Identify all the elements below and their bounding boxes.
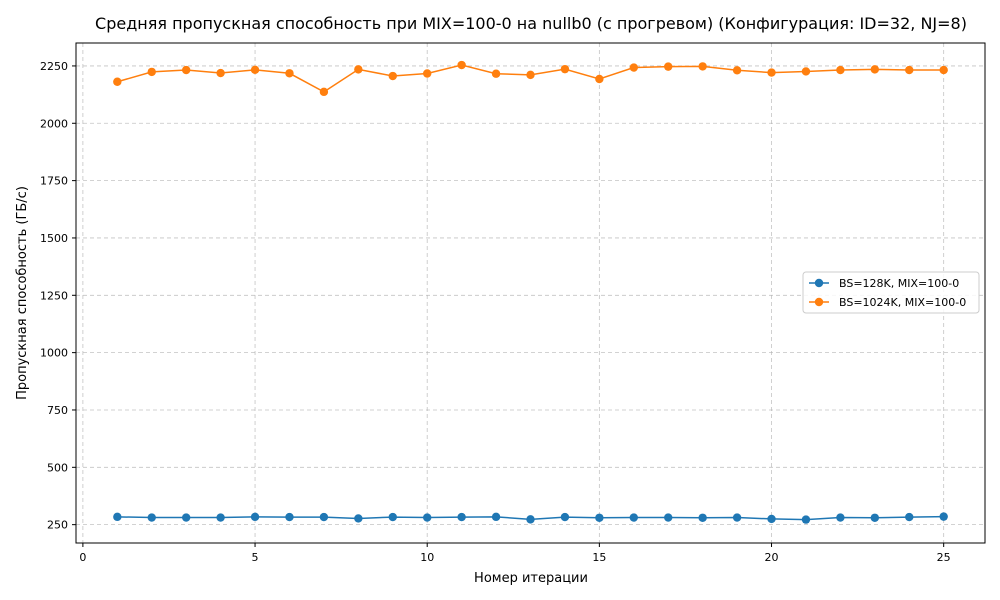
data-point (939, 65, 948, 75)
series-2 (113, 60, 948, 97)
data-point (285, 512, 294, 522)
legend-label: BS=1024K, MIX=100-0 (839, 296, 966, 309)
data-point (870, 513, 880, 522)
data-point (319, 87, 329, 97)
data-point (216, 68, 225, 78)
y-tick-label: 1500 (40, 232, 68, 245)
data-point (491, 69, 501, 78)
data-point (526, 70, 535, 80)
data-point (526, 515, 535, 524)
legend-item: BS=1024K, MIX=100-0 (809, 296, 966, 309)
data-point (836, 513, 845, 522)
x-tick-label: 15 (592, 551, 606, 564)
data-point (560, 64, 570, 74)
plot-frame (75, 42, 986, 544)
y-tick-label: 1750 (40, 175, 68, 188)
y-tick-label: 1250 (40, 289, 68, 302)
data-point (595, 74, 604, 84)
series-1 (113, 512, 948, 524)
legend-marker (814, 297, 824, 307)
data-point (423, 69, 432, 78)
data-point (664, 513, 673, 522)
data-point (698, 513, 707, 522)
data-point (801, 67, 811, 76)
data-point (732, 513, 742, 522)
data-point (836, 65, 845, 75)
data-point (388, 512, 397, 522)
y-tick-label: 500 (47, 461, 68, 474)
data-point (801, 515, 811, 524)
data-point (388, 71, 397, 81)
data-point (698, 62, 707, 71)
data-point (560, 512, 570, 522)
y-tick-label: 750 (47, 404, 68, 417)
data-point (147, 67, 156, 77)
y-tick-label: 2250 (40, 60, 68, 73)
data-point (629, 513, 638, 522)
data-point (664, 62, 673, 71)
data-point (354, 514, 363, 523)
data-point (113, 77, 122, 86)
x-tick-label: 0 (79, 551, 86, 564)
plot-series (113, 60, 948, 524)
legend-box (802, 271, 980, 314)
x-axis-label: Номер итерации (474, 571, 588, 586)
data-point (629, 63, 638, 72)
data-point (181, 65, 191, 75)
data-point (939, 512, 948, 521)
data-point (250, 512, 260, 522)
data-point (423, 513, 432, 522)
data-point (285, 69, 294, 78)
axis-ticks: 0 5 10 15 20 25 250 500 750 1000 1250 1500 1750 2000 2… (40, 60, 951, 564)
legend-label: BS=128K, MIX=100-0 (839, 277, 959, 290)
data-point (319, 512, 329, 522)
y-axis-label: Пропускная способность (ГБ/с) (15, 186, 30, 400)
data-point (767, 514, 776, 524)
data-point (113, 512, 122, 522)
data-point (491, 512, 501, 522)
data-point (905, 512, 914, 522)
legend-marker (814, 278, 824, 288)
data-point (905, 65, 914, 75)
data-point (457, 60, 466, 70)
data-point (181, 513, 191, 522)
data-point (457, 512, 466, 522)
x-tick-label: 10 (420, 551, 434, 564)
data-point (354, 65, 363, 74)
legend: BS=128K, MIX=100-0 BS=1024K, MIX=100-0 (802, 271, 980, 314)
x-tick-label: 25 (937, 551, 951, 564)
data-point (870, 65, 880, 74)
data-point (595, 513, 604, 522)
chart-title: Средняя пропускная способность при MIX=1… (95, 14, 967, 33)
legend-item: BS=128K, MIX=100-0 (809, 277, 959, 290)
data-point (732, 66, 742, 75)
data-point (147, 513, 156, 522)
y-tick-label: 1000 (40, 347, 68, 360)
data-point (216, 513, 225, 522)
x-tick-label: 20 (765, 551, 779, 564)
y-tick-label: 2000 (40, 117, 68, 130)
data-point (767, 68, 776, 77)
y-tick-label: 250 (47, 519, 68, 532)
data-point (250, 65, 260, 75)
x-tick-label: 5 (252, 551, 259, 564)
